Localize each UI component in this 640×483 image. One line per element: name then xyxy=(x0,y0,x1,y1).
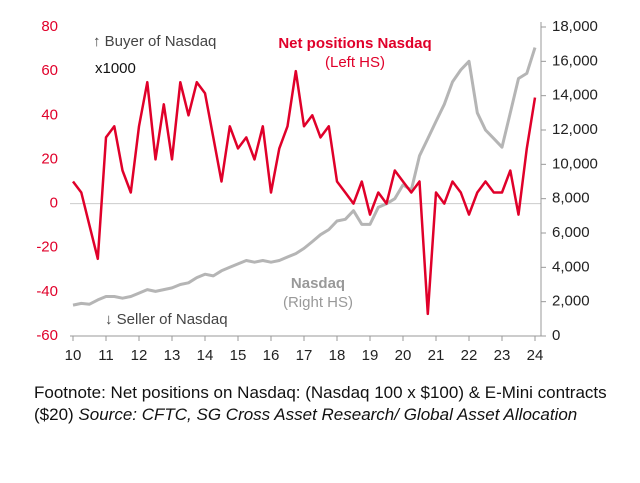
y-tick-label: -40 xyxy=(36,283,58,300)
x-tick-label: 15 xyxy=(230,347,247,364)
annotation: (Left HS) xyxy=(325,54,385,71)
y2-tick-label: 12,000 xyxy=(552,121,598,138)
y-tick-label: 80 xyxy=(41,18,58,35)
annotation: x1000 xyxy=(95,60,136,77)
x-tick-label: 12 xyxy=(131,347,148,364)
x-tick-label: 20 xyxy=(395,347,412,364)
series-line xyxy=(72,69,537,316)
series-label: Nasdaq xyxy=(291,275,345,292)
y2-tick-label: 0 xyxy=(552,327,560,344)
annotation: (Right HS) xyxy=(283,294,353,311)
footnote-text: Footnote: Net positions on Nasdaq: (Nasd… xyxy=(34,383,607,424)
y2-tick-label: 6,000 xyxy=(552,224,590,241)
x-tick-label: 13 xyxy=(164,347,181,364)
x-tick-label: 11 xyxy=(98,347,114,364)
y2-tick-label: 16,000 xyxy=(552,52,598,69)
y-tick-label: 60 xyxy=(41,62,58,79)
footnote: Footnote: Net positions on Nasdaq: (Nasd… xyxy=(34,382,619,426)
x-tick-label: 24 xyxy=(527,347,544,364)
series-label: Net positions Nasdaq xyxy=(278,35,431,52)
chart: ↑ Buyer of Nasdaq x1000 Net positions Na… xyxy=(36,18,598,364)
y2-tick-label: 18,000 xyxy=(552,18,598,35)
x-tick-label: 16 xyxy=(263,347,280,364)
y2-tick-label: 10,000 xyxy=(552,155,598,172)
x-tick-label: 17 xyxy=(296,347,313,364)
y-tick-label: -20 xyxy=(36,239,58,256)
x-tick-label: 23 xyxy=(494,347,511,364)
x-tick-label: 21 xyxy=(428,347,445,364)
y2-tick-label: 14,000 xyxy=(552,87,598,104)
x-tick-label: 22 xyxy=(461,347,478,364)
y-tick-label: 20 xyxy=(41,150,58,167)
y2-tick-label: 8,000 xyxy=(552,190,590,207)
x-tick-label: 18 xyxy=(329,347,346,364)
x-tick-label: 10 xyxy=(65,347,82,364)
y-tick-label: 0 xyxy=(50,195,58,212)
x-tick-label: 14 xyxy=(197,347,214,364)
y2-tick-label: 4,000 xyxy=(552,258,590,275)
y-tick-label: -60 xyxy=(36,327,58,344)
source-text: Source: CFTC, SG Cross Asset Research/ G… xyxy=(78,405,578,424)
annotation: ↑ Buyer of Nasdaq xyxy=(93,33,216,50)
annotation: ↓ Seller of Nasdaq xyxy=(105,311,228,328)
x-tick-label: 19 xyxy=(362,347,379,364)
y-tick-label: 40 xyxy=(41,106,58,123)
y2-tick-label: 2,000 xyxy=(552,293,590,310)
series-line xyxy=(72,47,537,307)
